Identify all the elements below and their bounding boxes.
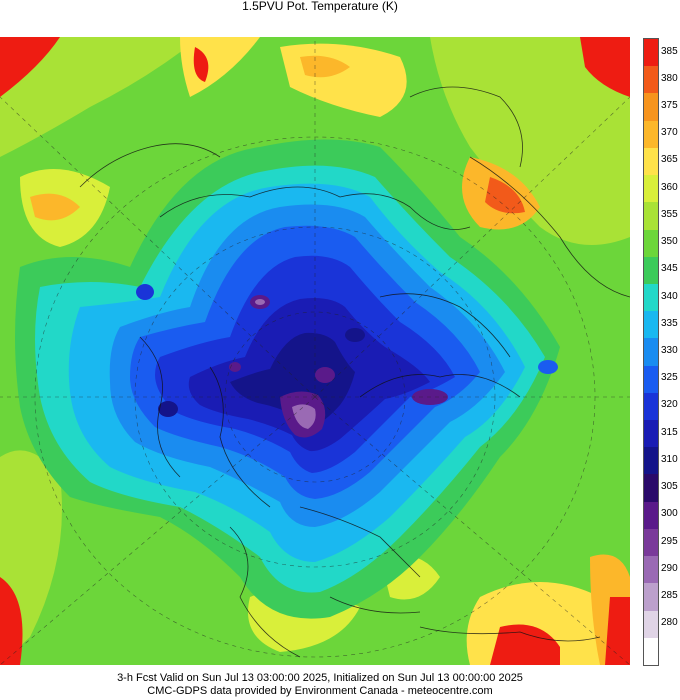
colorbar-tick-label: 325 bbox=[661, 372, 678, 384]
colorbar-segment bbox=[644, 528, 658, 557]
colorbar-segment bbox=[644, 365, 658, 394]
colorbar-tick-label: 320 bbox=[661, 399, 678, 411]
colorbar-segment bbox=[644, 637, 658, 666]
polar-map bbox=[0, 37, 630, 665]
colorbar-segment bbox=[644, 202, 658, 230]
colorbar-segment bbox=[644, 147, 658, 176]
colorbar-tick-label: 385 bbox=[661, 45, 678, 57]
colorbar-tick-label: 375 bbox=[661, 100, 678, 112]
colorbar-tick-label: 295 bbox=[661, 535, 678, 547]
colorbar-tick-label: 310 bbox=[661, 453, 678, 465]
colorbar-tick-label: 315 bbox=[661, 426, 678, 438]
colorbar-segment bbox=[644, 420, 658, 448]
colorbar-segment bbox=[644, 338, 658, 367]
colorbar-tick-label: 370 bbox=[661, 127, 678, 139]
colorbar-tick-label: 285 bbox=[661, 589, 678, 601]
colorbar-tick-label: 350 bbox=[661, 236, 678, 248]
colorbar-tick-label: 335 bbox=[661, 317, 678, 329]
colorbar-tick-label: 340 bbox=[661, 290, 678, 302]
colorbar-tick-label: 365 bbox=[661, 154, 678, 166]
graticule bbox=[0, 37, 630, 665]
colorbar-segment bbox=[644, 120, 658, 149]
colorbar-segment bbox=[644, 501, 658, 530]
footer-credit: CMC-GDPS data provided by Environment Ca… bbox=[147, 685, 493, 697]
colorbar-segment bbox=[644, 39, 658, 67]
colorbar-segment bbox=[644, 175, 658, 203]
colorbar-segment bbox=[644, 283, 658, 312]
potential-temperature-field bbox=[0, 37, 630, 665]
map-title: 1.5PVU Pot. Temperature (K) bbox=[242, 0, 398, 13]
colorbar-tick-label: 380 bbox=[661, 72, 678, 84]
colorbar-tick-label: 345 bbox=[661, 263, 678, 275]
colorbar-tick-label: 360 bbox=[661, 181, 678, 193]
colorbar-tick-label: 280 bbox=[661, 617, 678, 629]
colorbar-tick-label: 330 bbox=[661, 345, 678, 356]
colorbar-segment bbox=[644, 229, 658, 258]
colorbar-segment bbox=[644, 311, 658, 339]
colorbar-tick-label: 305 bbox=[661, 481, 678, 493]
colorbar-segment bbox=[644, 556, 658, 584]
colorbar-segment bbox=[644, 392, 658, 421]
colorbar bbox=[643, 38, 659, 666]
colorbar-segment bbox=[644, 610, 658, 639]
colorbar-segment bbox=[644, 474, 658, 503]
footer-valid-time: 3-h Fcst Valid on Sun Jul 13 03:00:00 20… bbox=[117, 672, 523, 684]
colorbar-tick-label: 290 bbox=[661, 562, 678, 574]
colorbar-tick-label: 355 bbox=[661, 208, 678, 220]
coastlines bbox=[79, 86, 630, 658]
colorbar-segment bbox=[644, 447, 658, 475]
colorbar-segment bbox=[644, 583, 658, 612]
colorbar-segment bbox=[644, 256, 658, 285]
colorbar-segment bbox=[644, 93, 658, 122]
colorbar-segment bbox=[644, 66, 658, 94]
colorbar-tick-label: 300 bbox=[661, 508, 678, 520]
